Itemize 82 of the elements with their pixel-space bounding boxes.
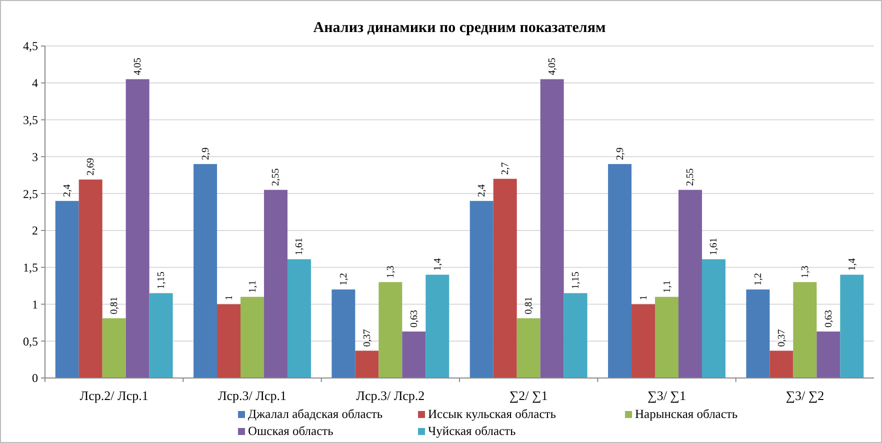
data-label: 4,05 <box>547 58 558 76</box>
x-tick-label: ∑2/ ∑1 <box>509 388 548 403</box>
data-label: 1,2 <box>752 272 764 286</box>
legend-label: Иссык кульская область <box>428 407 556 421</box>
bar <box>126 79 150 378</box>
legend-label: Ошская область <box>248 424 334 438</box>
data-label: 1,15 <box>156 272 168 290</box>
bar <box>402 332 426 378</box>
y-tick-label: 0 <box>32 371 38 386</box>
bar <box>149 293 173 378</box>
data-label: 0,63 <box>823 310 834 328</box>
data-label: 1,15 <box>570 272 582 290</box>
x-tick-label: ∑3/ ∑2 <box>786 388 824 403</box>
legend-label: Чуйская область <box>428 424 516 438</box>
legend-label: Джалал абадская область <box>248 407 383 421</box>
x-tick-label: Лср.3/ Лср.2 <box>356 388 425 403</box>
bar <box>840 274 864 378</box>
data-label: 2,7 <box>500 162 512 175</box>
data-label: 0,37 <box>362 329 373 347</box>
y-tick-label: 3 <box>32 150 38 164</box>
y-tick-label: 4,5 <box>23 39 38 54</box>
bar <box>816 332 840 378</box>
data-label: 4,05 <box>132 58 144 76</box>
y-tick-label: 4 <box>32 76 38 90</box>
bar <box>102 318 126 378</box>
bar <box>287 259 311 378</box>
bar <box>632 304 656 378</box>
data-label: 0,81 <box>109 296 120 314</box>
bar <box>332 289 356 378</box>
bar <box>78 180 102 378</box>
bar <box>355 350 379 378</box>
bar <box>702 259 726 378</box>
data-label: 2,9 <box>200 148 212 160</box>
bar <box>540 79 564 378</box>
data-label: 1,1 <box>662 280 673 293</box>
data-label: 2,55 <box>270 168 282 186</box>
bar <box>240 296 264 378</box>
y-tick-label: 0,5 <box>23 334 38 348</box>
bar <box>655 296 678 378</box>
bar <box>55 200 79 378</box>
bar <box>470 200 494 378</box>
y-tick-label: 2 <box>32 224 38 238</box>
bar <box>493 178 517 378</box>
data-label: 0,63 <box>408 310 420 328</box>
data-label: 2,9 <box>614 148 626 160</box>
y-tick-label: 1,5 <box>23 260 38 275</box>
data-label: 1,2 <box>338 272 350 286</box>
bar <box>746 289 770 378</box>
bar <box>564 293 588 378</box>
bar <box>426 274 450 378</box>
data-label: 1,61 <box>708 238 720 256</box>
data-label: 1,1 <box>247 280 258 293</box>
data-label: 1,3 <box>800 266 811 278</box>
legend-label: Нарынская область <box>635 407 738 421</box>
data-label: 1 <box>638 295 650 300</box>
bar <box>770 350 794 378</box>
data-label: 0,81 <box>524 296 535 314</box>
y-tick-label: 2,5 <box>23 186 38 201</box>
y-tick-label: 1 <box>32 297 38 312</box>
x-tick-label: ∑3/ ∑1 <box>648 388 686 403</box>
data-label: 2,4 <box>62 184 74 197</box>
data-label: 1,4 <box>846 258 858 271</box>
data-label: 1,3 <box>385 266 396 278</box>
bar <box>678 190 702 378</box>
data-label: 2,55 <box>685 168 696 186</box>
bar <box>793 282 817 378</box>
data-label: 2,4 <box>476 184 488 197</box>
data-label: 0,37 <box>776 329 788 347</box>
y-tick-label: 3,5 <box>23 112 38 127</box>
x-tick-label: Лср.2/ Лср.1 <box>80 388 148 403</box>
x-tick-label: Лср.3/ Лср.1 <box>218 388 287 403</box>
data-label: 1,4 <box>432 258 444 271</box>
bar <box>194 164 218 378</box>
data-label: 2,69 <box>86 158 97 176</box>
bar <box>608 164 632 378</box>
bar <box>378 282 402 378</box>
bar <box>516 318 540 378</box>
bar <box>264 190 288 378</box>
data-label: 1,61 <box>294 238 306 256</box>
bar <box>217 304 241 378</box>
chart-title: Анализ динамики по средним показателям <box>313 20 606 36</box>
data-label: 1 <box>224 295 235 300</box>
